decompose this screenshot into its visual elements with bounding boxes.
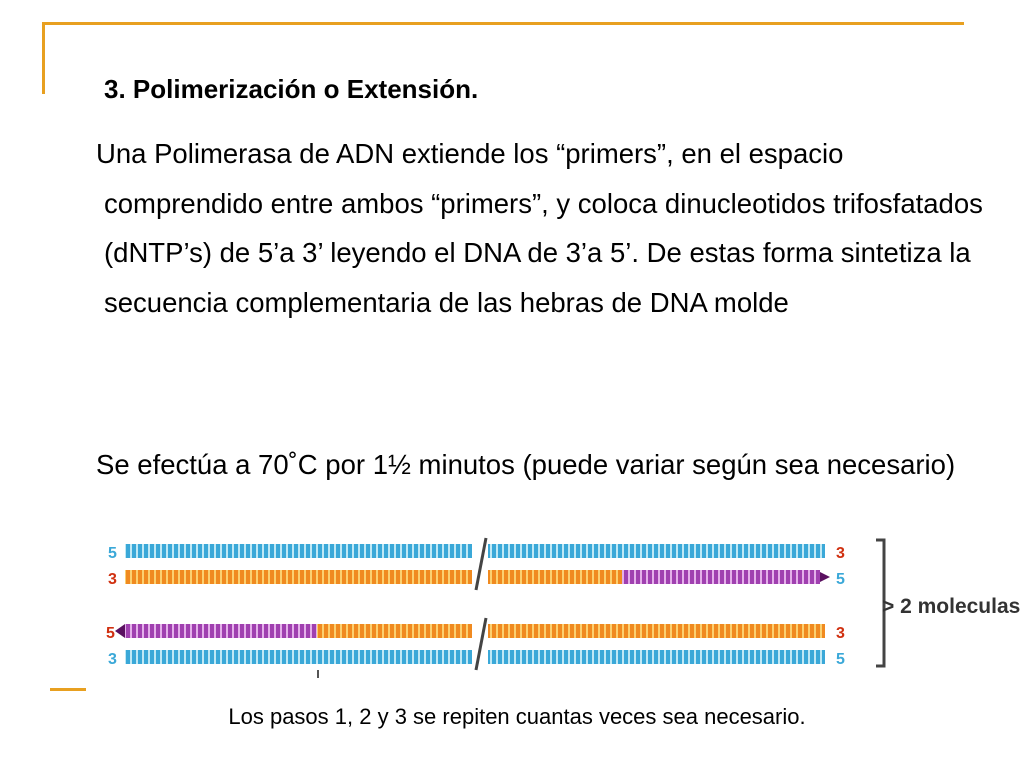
frame-left-line — [42, 22, 45, 94]
top-break-mark — [474, 537, 488, 591]
bottom-s2-right: 5 — [836, 651, 845, 668]
top-new-strand — [125, 570, 622, 584]
slide-heading: 3. Polimerización o Extensión. — [104, 74, 479, 104]
top-primer — [622, 570, 820, 584]
result-bracket — [876, 538, 886, 668]
paragraph-polymerase: Una Polimerasa de ADN extiende los “prim… — [96, 138, 983, 318]
top-s2-left: 3 — [108, 571, 117, 588]
paragraph-conditions: Se efectúa a 70˚C por 1½ minutos (puede … — [96, 449, 956, 480]
bottom-s2-left: 3 — [108, 651, 117, 668]
bottom-new-strand — [317, 624, 825, 638]
bottom-s1-right: 3 — [836, 625, 845, 642]
frame-bottom-accent — [50, 688, 86, 691]
bottom-s1-left: 5 — [106, 625, 115, 642]
pcr-extension-diagram: 5 3 3 5 5 3 3 5 > 2 moleculas — [106, 537, 1020, 678]
bottom-primer — [125, 624, 317, 638]
frame-top-line — [42, 22, 964, 25]
slide-caption: Los pasos 1, 2 y 3 se repiten cuantas ve… — [228, 704, 806, 729]
top-s1-right: 3 — [836, 545, 845, 562]
top-primer-arrow — [820, 572, 830, 582]
bottom-break-mark — [474, 617, 488, 671]
top-molecule: 5 3 3 5 — [108, 537, 845, 591]
result-label: > 2 moleculas — [882, 595, 1020, 618]
top-s1-left: 5 — [108, 545, 117, 562]
bottom-molecule: 5 3 3 5 — [106, 617, 845, 678]
bottom-primer-arrow — [115, 624, 125, 638]
top-s2-right: 5 — [836, 571, 845, 588]
